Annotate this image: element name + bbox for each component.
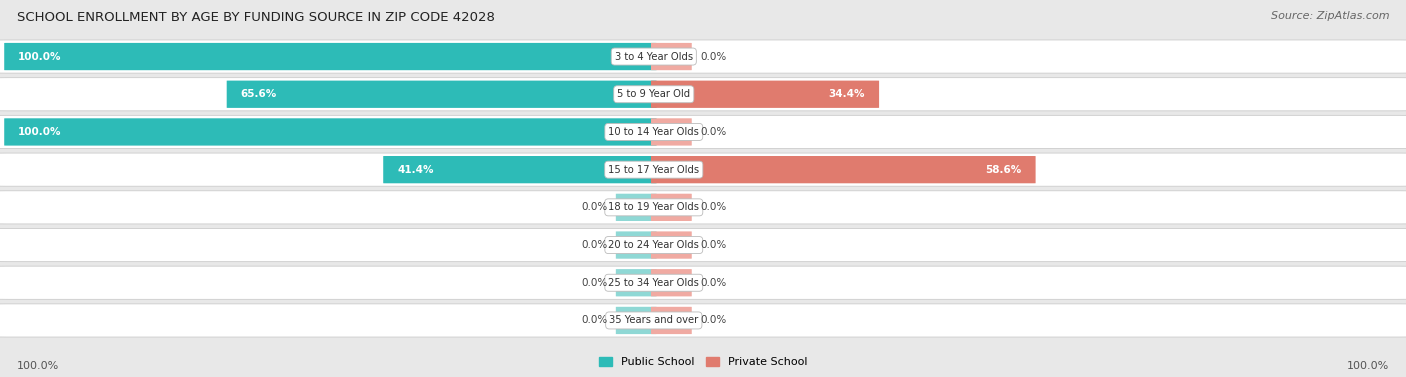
FancyBboxPatch shape [651, 43, 692, 70]
Text: 10 to 14 Year Olds: 10 to 14 Year Olds [609, 127, 699, 137]
Text: 0.0%: 0.0% [581, 278, 607, 288]
FancyBboxPatch shape [0, 304, 1406, 337]
Text: 0.0%: 0.0% [581, 240, 607, 250]
Text: 41.4%: 41.4% [398, 165, 434, 175]
FancyBboxPatch shape [616, 231, 657, 259]
FancyBboxPatch shape [0, 40, 1406, 73]
FancyBboxPatch shape [4, 118, 657, 146]
Text: 100.0%: 100.0% [18, 52, 62, 61]
Text: 58.6%: 58.6% [986, 165, 1022, 175]
Text: 0.0%: 0.0% [581, 202, 607, 212]
Text: 3 to 4 Year Olds: 3 to 4 Year Olds [614, 52, 693, 61]
FancyBboxPatch shape [0, 228, 1406, 262]
Text: 0.0%: 0.0% [700, 278, 727, 288]
FancyBboxPatch shape [651, 118, 692, 146]
Text: 0.0%: 0.0% [700, 127, 727, 137]
FancyBboxPatch shape [651, 307, 692, 334]
Text: 0.0%: 0.0% [700, 240, 727, 250]
Text: 0.0%: 0.0% [700, 202, 727, 212]
FancyBboxPatch shape [0, 191, 1406, 224]
FancyBboxPatch shape [651, 81, 879, 108]
FancyBboxPatch shape [384, 156, 657, 183]
Legend: Public School, Private School: Public School, Private School [595, 352, 811, 371]
FancyBboxPatch shape [226, 81, 657, 108]
FancyBboxPatch shape [0, 266, 1406, 299]
FancyBboxPatch shape [0, 115, 1406, 149]
Text: 35 Years and over: 35 Years and over [609, 316, 699, 325]
Text: 0.0%: 0.0% [700, 316, 727, 325]
Text: 0.0%: 0.0% [700, 52, 727, 61]
Text: 100.0%: 100.0% [17, 361, 59, 371]
FancyBboxPatch shape [651, 156, 1036, 183]
Text: SCHOOL ENROLLMENT BY AGE BY FUNDING SOURCE IN ZIP CODE 42028: SCHOOL ENROLLMENT BY AGE BY FUNDING SOUR… [17, 11, 495, 24]
FancyBboxPatch shape [651, 194, 692, 221]
Text: 65.6%: 65.6% [240, 89, 277, 99]
FancyBboxPatch shape [616, 194, 657, 221]
FancyBboxPatch shape [4, 43, 657, 70]
Text: 20 to 24 Year Olds: 20 to 24 Year Olds [609, 240, 699, 250]
FancyBboxPatch shape [651, 269, 692, 296]
FancyBboxPatch shape [0, 78, 1406, 111]
FancyBboxPatch shape [0, 153, 1406, 186]
Text: 18 to 19 Year Olds: 18 to 19 Year Olds [609, 202, 699, 212]
Text: Source: ZipAtlas.com: Source: ZipAtlas.com [1271, 11, 1389, 21]
Text: 25 to 34 Year Olds: 25 to 34 Year Olds [609, 278, 699, 288]
Text: 15 to 17 Year Olds: 15 to 17 Year Olds [609, 165, 699, 175]
Text: 100.0%: 100.0% [1347, 361, 1389, 371]
Text: 34.4%: 34.4% [828, 89, 865, 99]
Text: 100.0%: 100.0% [18, 127, 62, 137]
FancyBboxPatch shape [651, 231, 692, 259]
FancyBboxPatch shape [616, 307, 657, 334]
Text: 0.0%: 0.0% [581, 316, 607, 325]
Text: 5 to 9 Year Old: 5 to 9 Year Old [617, 89, 690, 99]
FancyBboxPatch shape [616, 269, 657, 296]
